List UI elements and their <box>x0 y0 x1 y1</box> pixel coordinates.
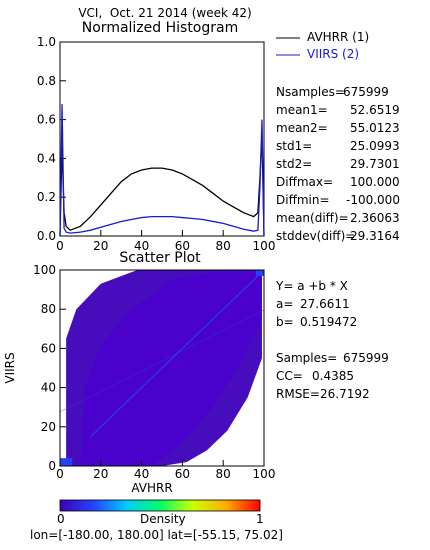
stat-label: mean2= <box>276 121 328 135</box>
scatter-y-tick-label: 80 <box>41 302 56 316</box>
stat-value: 55.0123 <box>350 121 400 135</box>
histogram-y-tick-label: 0.4 <box>37 151 56 165</box>
stat-value: 2.36063 <box>350 211 400 225</box>
histogram-title: Normalized Histogram <box>81 20 239 36</box>
scatter-identity-line <box>90 271 263 437</box>
histogram-y-tick-label: 0.0 <box>37 229 56 243</box>
scatter-density-core <box>80 270 262 466</box>
scatter-frame <box>59 269 265 467</box>
colorbar-label: Density <box>140 512 186 526</box>
histogram-y-tick-label: 0.6 <box>37 113 56 127</box>
scatter-density-corner <box>60 458 73 466</box>
scatter-x-tick-label: 20 <box>93 467 108 481</box>
scatter-x-tick-label: 40 <box>134 467 149 481</box>
scatter-x-tick-label: 80 <box>216 467 231 481</box>
scatter-y-tick-label: 40 <box>41 381 56 395</box>
scatter-x-tick-label: 0 <box>56 467 64 481</box>
histogram-frame <box>59 41 265 237</box>
stat-label: std2= <box>276 157 313 171</box>
regression-equation: Y= a +b * X <box>276 279 348 293</box>
scatter-y-tick-label: 100 <box>33 263 56 277</box>
scatter-y-tick-label: 60 <box>41 341 56 355</box>
scatter-title: Scatter Plot <box>119 250 201 266</box>
stat-label: mean1= <box>276 103 328 117</box>
stat-value: 25.0993 <box>350 139 400 153</box>
footer-extent: lon=[-180.00, 180.00] lat=[-55.15, 75.02… <box>30 528 283 542</box>
stat-label: stddev(diff)= <box>276 229 356 243</box>
colorbar-min-label: 0 <box>57 512 65 526</box>
stat-value: 100.000 <box>350 175 400 189</box>
histogram-y-tick-label: 0.2 <box>37 190 56 204</box>
scatter-x-tick-label: 100 <box>253 467 276 481</box>
scatter-x-tick-label: 60 <box>175 467 190 481</box>
colorbar-max-label: 1 <box>256 512 264 526</box>
stat-value: 29.7301 <box>350 157 400 171</box>
colorbar <box>59 499 261 512</box>
histogram-x-tick-label: 40 <box>134 239 149 253</box>
histogram-x-tick-label: 100 <box>253 239 276 253</box>
regression-a-label: a= <box>276 297 294 311</box>
page-title: VCI, Oct. 21 2014 (week 42) <box>78 6 252 20</box>
histogram-series-line-0 <box>59 135 265 237</box>
samples-label: Samples= <box>276 351 338 365</box>
histogram-series-line-1 <box>59 104 265 237</box>
rmse-label: RMSE= <box>276 387 320 401</box>
stat-value: 29.3164 <box>350 229 400 243</box>
rmse-value: 26.7192 <box>320 387 370 401</box>
scatter-y-tick-label: 0 <box>48 459 56 473</box>
stat-label: Diffmin= <box>276 193 330 207</box>
histogram-x-tick-label: 60 <box>175 239 190 253</box>
regression-b-value: 0.519472 <box>300 315 358 329</box>
regression-b-label: b= <box>276 315 294 329</box>
legend-label-avhrr: AVHRR (1) <box>307 30 370 44</box>
histogram-y-tick-label: 1.0 <box>37 35 56 49</box>
scatter-x-axis-label: AVHRR <box>131 481 172 495</box>
stat-label: std1= <box>276 139 313 153</box>
histogram-x-tick-label: 0 <box>56 239 64 253</box>
stat-label: Nsamples= <box>276 85 345 99</box>
regression-a-value: 27.6611 <box>300 297 350 311</box>
cc-value: 0.4385 <box>312 369 354 383</box>
scatter-y-tick-label: 20 <box>41 420 56 434</box>
legend-label-viirs: VIIRS (2) <box>307 47 360 61</box>
stat-label: Diffmax= <box>276 175 334 189</box>
histogram-x-tick-label: 20 <box>93 239 108 253</box>
cc-label: CC= <box>276 369 303 383</box>
stat-value: -100.000 <box>346 193 400 207</box>
scatter-fit-line <box>59 309 265 413</box>
histogram-y-tick-label: 0.8 <box>37 74 56 88</box>
histogram-x-tick-label: 80 <box>216 239 231 253</box>
stat-label: mean(diff)= <box>276 211 349 225</box>
samples-value: 675999 <box>343 351 389 365</box>
scatter-y-axis-label: VIIRS <box>3 352 17 383</box>
scatter-density-corner-top <box>255 270 264 276</box>
stat-value: 52.6519 <box>350 103 400 117</box>
stat-value: 675999 <box>343 85 389 99</box>
